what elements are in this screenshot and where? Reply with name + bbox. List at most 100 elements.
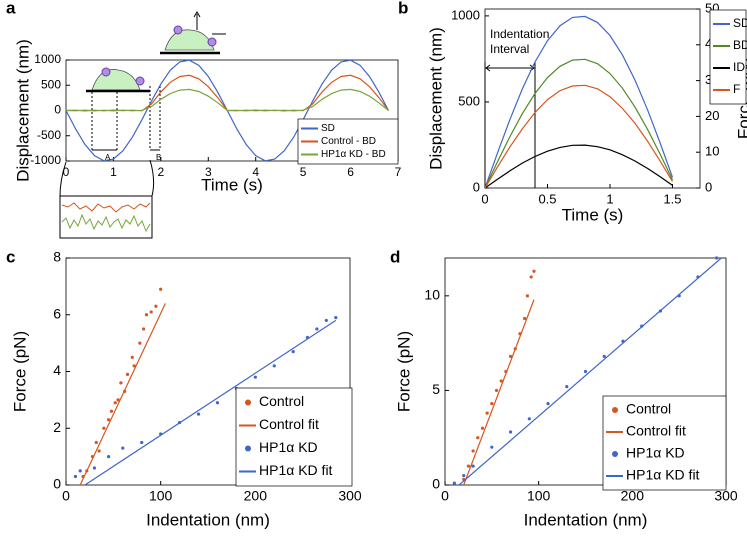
annotation: Indentation	[490, 27, 549, 41]
x-tick-label: 5	[300, 165, 307, 179]
data-point	[94, 440, 98, 445]
y-axis-label: Force (pN)	[10, 331, 29, 412]
y2-tick-label: 20	[705, 108, 719, 123]
legend-label: F	[733, 82, 740, 96]
legend-box	[235, 387, 353, 487]
annotation: B	[156, 153, 161, 162]
data-point	[130, 355, 134, 359]
x-tick-label: 3	[205, 165, 212, 179]
data-point	[109, 409, 114, 413]
y-tick-label: -1000	[30, 153, 61, 167]
y-tick-label: 2	[53, 419, 61, 435]
x-tick-label: 6	[347, 165, 354, 179]
cell-drawing	[164, 29, 215, 51]
legend-label: Control	[259, 393, 304, 409]
inset-trace	[61, 202, 151, 213]
legend-marker	[245, 445, 251, 452]
data-line	[485, 144, 673, 188]
x-tick-label: 1	[110, 165, 117, 179]
data-point	[272, 364, 276, 368]
data-point	[452, 481, 456, 485]
y-axis-label: Displacement (nm)	[13, 39, 32, 182]
y-tick-label: 1000	[451, 7, 480, 22]
x-tick-label: 300	[714, 488, 738, 504]
bead	[173, 25, 183, 35]
data-point	[499, 379, 503, 383]
legend-label: HP1α KD - BD	[321, 149, 386, 160]
legend-label: ID	[733, 60, 745, 74]
data-point	[107, 418, 111, 422]
data-point	[466, 464, 471, 468]
x-tick-label: 2	[158, 165, 165, 179]
data-point	[102, 426, 106, 430]
data-point	[116, 398, 120, 402]
data-line	[66, 88, 389, 112]
data-point	[107, 455, 111, 459]
legend-label: Control fit	[259, 416, 319, 432]
legend-label: Control fit	[626, 423, 686, 439]
data-point	[602, 354, 606, 358]
x-tick-label: 200	[244, 488, 268, 504]
data-point	[121, 446, 125, 450]
annotation: A	[105, 153, 111, 162]
x-tick-label: 200	[621, 488, 645, 504]
data-point	[334, 315, 338, 320]
x-tick-label: 0	[63, 165, 70, 179]
bead	[135, 76, 145, 86]
data-point	[140, 440, 144, 445]
y-tick-label: 6	[53, 305, 61, 321]
data-line	[485, 84, 674, 188]
arrow-head	[193, 11, 201, 18]
x-axis-label: Time (s)	[201, 175, 263, 194]
data-point	[494, 388, 499, 393]
data-point	[159, 287, 163, 291]
data-point	[508, 430, 513, 434]
x-tick-label: 0	[481, 191, 488, 206]
legend-label: HP1α KD	[259, 439, 318, 455]
y2-tick-label: 0	[705, 179, 712, 194]
data-point	[471, 449, 475, 453]
y-tick-label: 500	[458, 93, 480, 108]
y-tick-label: 1000	[34, 52, 61, 66]
plot-frame	[484, 8, 701, 189]
data-point	[529, 275, 533, 279]
panel-label: b	[398, 0, 408, 17]
data-point	[490, 445, 494, 449]
y-tick-label: 500	[41, 77, 61, 91]
x-axis-label: Indentation (nm)	[146, 510, 270, 529]
y-tick-label: 10	[424, 287, 440, 303]
y-axis-label: Displacement (nm)	[426, 27, 445, 170]
data-point	[113, 401, 117, 405]
x-axis-label: Indentation (nm)	[524, 510, 648, 529]
data-point	[527, 417, 531, 421]
x-tick-label: 0.5	[538, 191, 556, 206]
panel-label: d	[390, 247, 400, 266]
data-point	[73, 474, 78, 479]
panel-label: c	[6, 247, 15, 266]
data-point	[253, 375, 257, 379]
data-point	[119, 381, 123, 385]
legend-label: SD	[733, 16, 747, 30]
panel-b-decoration	[484, 62, 536, 188]
legend-marker	[612, 407, 618, 413]
x-tick-label: 1.5	[663, 191, 681, 206]
data-point	[144, 313, 149, 317]
data-point	[471, 464, 475, 468]
data-line	[463, 299, 535, 485]
data-point	[324, 318, 328, 323]
inset-trace	[61, 213, 151, 233]
y-tick-label: 5	[432, 381, 440, 397]
inset-connector	[59, 159, 155, 197]
data-point	[97, 449, 101, 453]
data-point	[480, 426, 485, 430]
x-axis-label: Time (s)	[562, 205, 624, 224]
y-axis-label: Force (pN)	[394, 331, 413, 412]
x-tick-label: 100	[527, 488, 551, 504]
legend-label: HP1α KD	[626, 445, 685, 461]
x-tick-label: 7	[395, 165, 402, 179]
legend-label: BD	[733, 38, 747, 52]
x-tick-label: 4	[252, 165, 259, 179]
y-tick-label: 0	[54, 103, 61, 117]
y-tick-label: 0	[473, 179, 480, 194]
